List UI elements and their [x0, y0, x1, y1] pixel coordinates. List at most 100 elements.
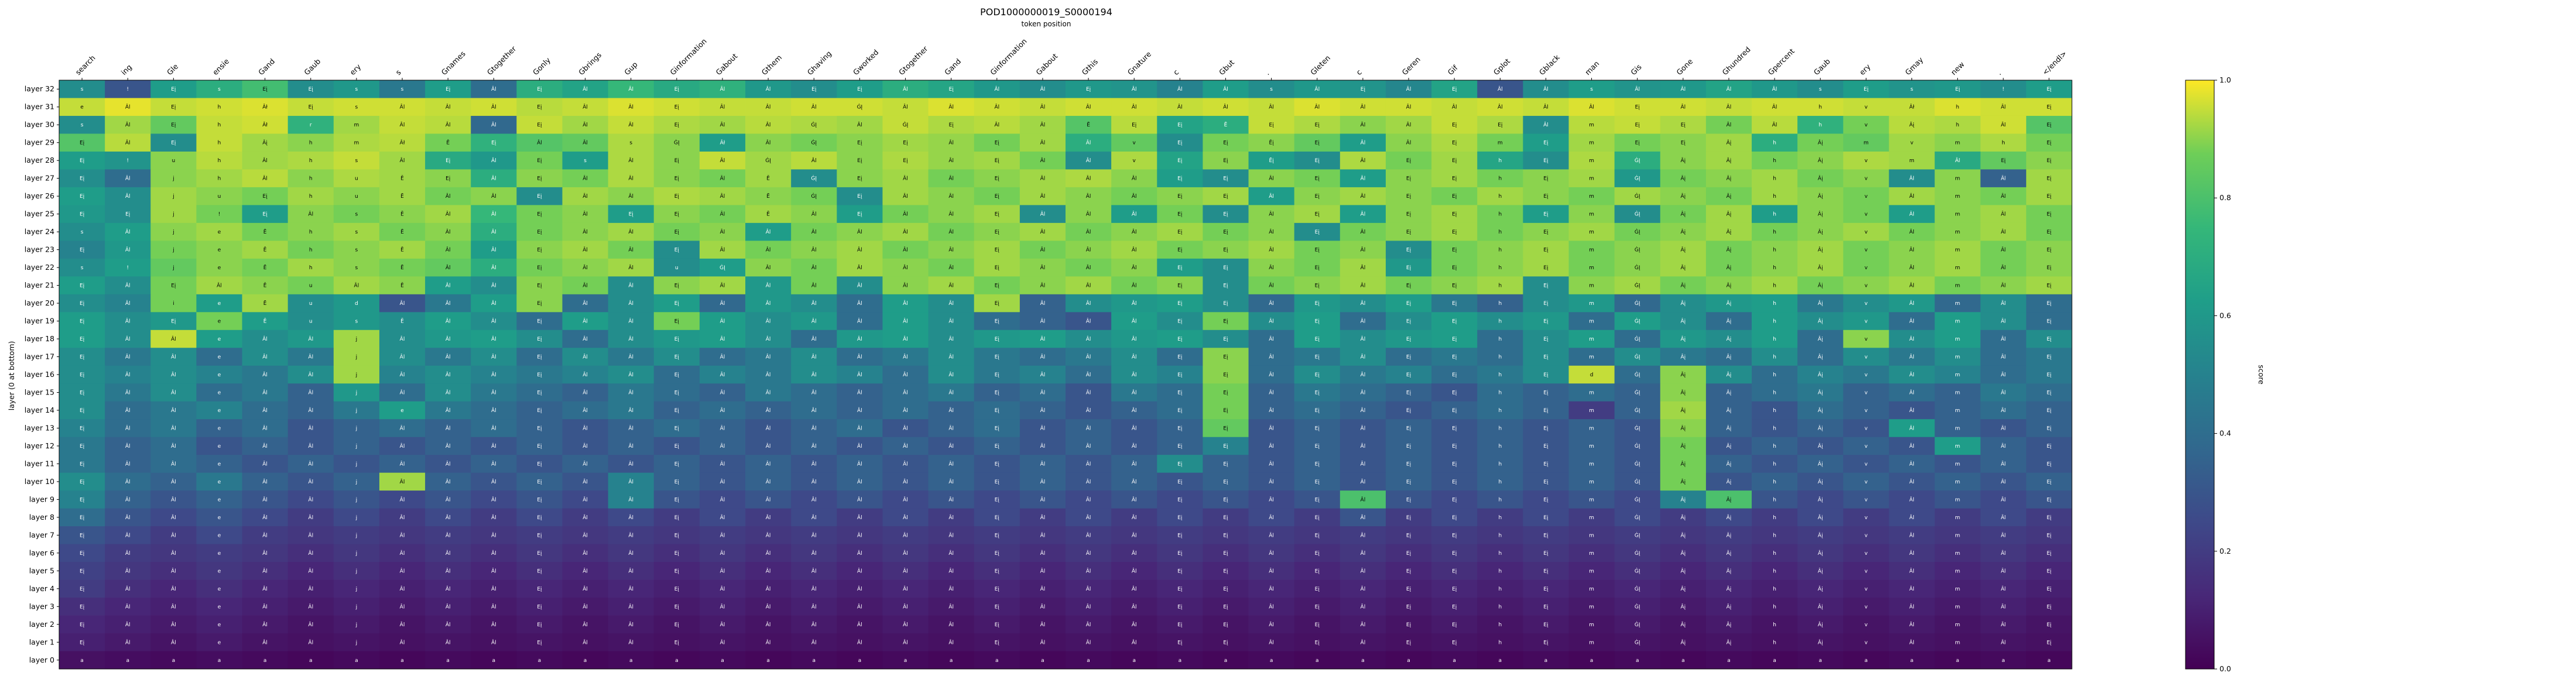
- heatmap-cell-label: Âl: [491, 389, 496, 396]
- heatmap-cell-label: j: [355, 497, 358, 503]
- heatmap-cell: [1111, 579, 1157, 598]
- heatmap-cell-label: Âl: [1132, 478, 1137, 485]
- heatmap-cell-label: Eį: [1406, 158, 1412, 164]
- heatmap-cell-label: Eį: [674, 497, 680, 503]
- heatmap-cell: [425, 526, 471, 544]
- heatmap-cell-label: Eį: [537, 355, 542, 361]
- heatmap-cell-label: Eį: [80, 176, 85, 182]
- heatmap-cell: [1889, 383, 1935, 402]
- heatmap-cell-label: a: [309, 658, 313, 664]
- heatmap-cell-label: Âl: [720, 496, 725, 503]
- heatmap-cell: [1066, 472, 1112, 491]
- heatmap-cell-label: Âl: [262, 442, 268, 449]
- heatmap-cell: [882, 401, 929, 420]
- heatmap-cell: [1019, 258, 1066, 277]
- heatmap-cell: [59, 526, 105, 544]
- heatmap-cell-label: s: [81, 87, 84, 92]
- heatmap-cell-label: h: [1498, 479, 1502, 485]
- heatmap-cell: [653, 276, 700, 295]
- heatmap-cell: [2026, 401, 2073, 420]
- heatmap-cell: [1980, 115, 2027, 134]
- heatmap-cell: [287, 241, 334, 259]
- heatmap-cell: [1889, 544, 1935, 562]
- heatmap-cell: [379, 98, 426, 116]
- heatmap-cell: [882, 205, 929, 224]
- heatmap-cell-label: Eį: [1452, 497, 1457, 503]
- heatmap-cell-label: Eį: [1635, 105, 1640, 111]
- heatmap-cell: [882, 472, 929, 491]
- heatmap-cell: [1980, 312, 2027, 331]
- heatmap-cell-label: Âl: [125, 121, 131, 128]
- heatmap-cell-label: Âl: [1361, 478, 1366, 485]
- heatmap-cell: [1752, 348, 1798, 366]
- heatmap-cell-label: s: [355, 87, 358, 92]
- heatmap-cell: [1889, 241, 1935, 259]
- x-tick-label: c: [1171, 68, 1181, 77]
- y-tick-label: layer 26: [25, 191, 54, 200]
- heatmap-cell: [699, 455, 746, 473]
- heatmap-cell-label: Eį: [1543, 212, 1549, 218]
- heatmap-cell: [928, 508, 975, 527]
- heatmap-cell-label: Âl: [811, 531, 817, 538]
- heatmap-cell: [882, 544, 929, 562]
- heatmap-cell-label: Âl: [948, 603, 954, 610]
- heatmap-cell-label: Eį: [2047, 283, 2052, 289]
- heatmap-cell: [150, 222, 197, 241]
- heatmap-cell: [1797, 294, 1844, 313]
- heatmap-cell: [105, 579, 151, 598]
- heatmap-cell-label: Eį: [1315, 622, 1320, 628]
- heatmap-cell-label: h: [1773, 372, 1776, 378]
- heatmap-cell-label: Âl: [1543, 121, 1549, 128]
- heatmap-cell: [608, 80, 655, 98]
- heatmap-cell: [1568, 401, 1615, 420]
- heatmap-cell: [1889, 455, 1935, 473]
- heatmap-cell-label: Eį: [1543, 265, 1549, 271]
- heatmap-cell-label: Eį: [1543, 390, 1549, 396]
- heatmap-cell: [1705, 98, 1752, 116]
- heatmap-cell-label: a: [1407, 658, 1410, 664]
- heatmap-cell: [928, 579, 975, 598]
- heatmap-cell: [516, 258, 563, 277]
- heatmap-cell-label: e: [218, 319, 221, 325]
- heatmap-cell: [653, 205, 700, 224]
- heatmap-cell: [1843, 455, 1889, 473]
- heatmap-cell: [1477, 419, 1523, 438]
- heatmap-cell-label: !: [2002, 87, 2005, 92]
- heatmap-cell-label: m: [1589, 158, 1594, 164]
- heatmap-cell: [1294, 241, 1341, 259]
- heatmap-cell-label: Eį: [80, 408, 85, 414]
- heatmap-cell-label: Eį: [1315, 551, 1320, 557]
- heatmap-cell: [562, 241, 609, 259]
- heatmap-cell-label: Eį: [2047, 265, 2052, 271]
- heatmap-cell: [1660, 419, 1707, 438]
- heatmap-cell: [1477, 401, 1523, 420]
- heatmap-cell-label: Âl: [171, 567, 176, 574]
- heatmap-cell-label: Âį: [1727, 585, 1732, 592]
- heatmap-cell: [653, 562, 700, 580]
- heatmap-cell: [471, 222, 517, 241]
- heatmap-cell-label: a: [1179, 658, 1182, 664]
- heatmap-cell-label: Âl: [903, 585, 908, 592]
- heatmap-cell-label: e: [218, 390, 221, 396]
- heatmap-cell: [1705, 187, 1752, 205]
- heatmap-cell: [1431, 472, 1478, 491]
- heatmap-cell: [745, 472, 792, 491]
- heatmap-cell-label: Âl: [948, 371, 954, 378]
- heatmap-cell-label: Eį: [995, 497, 1000, 503]
- heatmap-cell-label: Âl: [446, 585, 451, 592]
- heatmap-cell: [837, 169, 883, 188]
- heatmap-cell: [425, 294, 471, 313]
- heatmap-cell: [1614, 508, 1661, 527]
- heatmap-cell-label: Âl: [903, 246, 908, 253]
- heatmap-cell-label: v: [1865, 372, 1868, 378]
- heatmap-cell: [699, 276, 746, 295]
- colorbar-tick-label: 1.0: [2219, 76, 2231, 84]
- heatmap-cell: [59, 98, 105, 116]
- heatmap-cell-label: m: [1589, 212, 1594, 218]
- heatmap-cell: [699, 330, 746, 348]
- heatmap-cell-label: Eį: [811, 87, 817, 92]
- heatmap-cell-label: Ē: [400, 176, 404, 182]
- heatmap-cell-label: h: [1498, 265, 1502, 271]
- heatmap-cell: [1980, 562, 2027, 580]
- heatmap-cell-label: Eį: [674, 122, 680, 128]
